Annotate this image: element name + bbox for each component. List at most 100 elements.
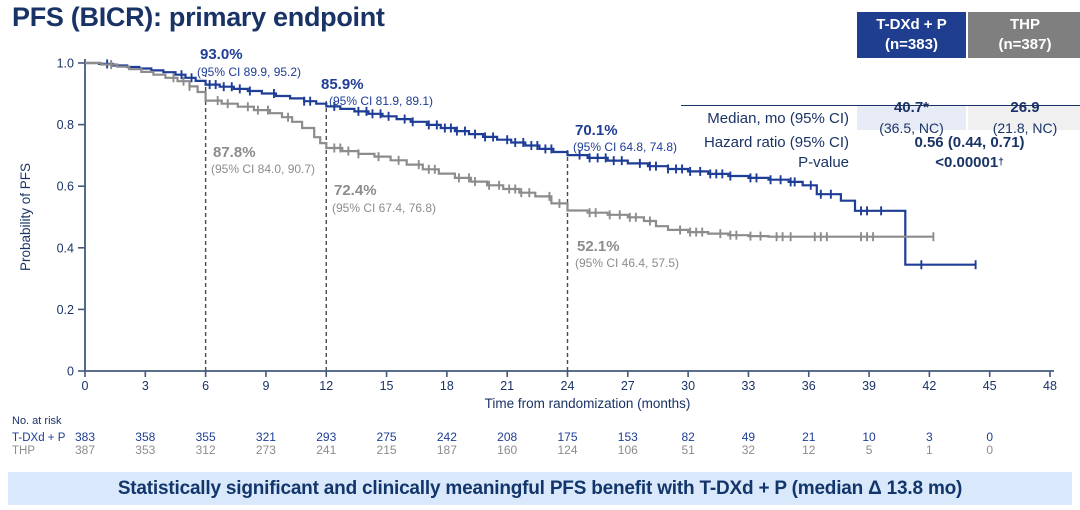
risk-count: 51 [681,443,695,457]
y-tick-label: 1.0 [57,57,74,71]
y-tick-label: 0.6 [57,180,74,194]
pvalue-value: <0.00001 † [857,154,1080,171]
risk-count: 5 [866,443,873,457]
x-tick-label: 48 [1043,379,1057,393]
pvalue-value-main: <0.00001 [935,154,999,171]
x-tick-label: 24 [561,379,575,393]
risk-count: 275 [377,430,397,444]
risk-count: 21 [802,430,816,444]
landmark-annotation-value: 93.0% [200,46,243,63]
pvalue-dagger: † [998,157,1004,168]
y-tick-label: 0.8 [57,118,74,132]
x-tick-label: 6 [202,379,209,393]
risk-count: 3 [926,430,933,444]
x-tick-label: 45 [983,379,997,393]
column-header-tdxd-name: T-DXd + P [876,16,947,33]
median-value-thp-ci: (21.8, NC) [992,120,1058,136]
x-tick-label: 33 [741,379,755,393]
page-title: PFS (BICR): primary endpoint [12,2,385,32]
risk-count: 321 [256,430,276,444]
x-tick-label: 15 [380,379,394,393]
hazard-ratio-label: Hazard ratio (95% CI) [703,133,849,151]
risk-count: 187 [437,443,457,457]
y-axis-title: Probability of PFS [18,163,33,271]
x-tick-label: 36 [802,379,816,393]
x-tick-label: 12 [319,379,333,393]
stats-corner-spacer [681,12,855,58]
risk-table-title: No. at risk [12,415,62,427]
x-tick-label: 30 [681,379,695,393]
median-value-tdxd-ci: (36.5, NC) [879,120,944,136]
risk-count: 82 [681,430,695,444]
landmark-annotation-ci: (95% CI 89.9, 95.2) [197,65,301,79]
risk-count: 383 [75,430,95,444]
conclusion-banner: Statistically significant and clinically… [8,472,1072,505]
x-tick-label: 18 [440,379,454,393]
x-axis-title: Time from randomization (months) [485,396,691,411]
median-value-tdxd: 40.7* (36.5, NC) [857,99,966,136]
risk-count: 208 [497,430,517,444]
risk-count: 293 [316,430,336,444]
x-tick-label: 3 [142,379,149,393]
landmark-annotation-value: 87.8% [213,144,256,161]
risk-row-name-thp: THP [12,445,35,457]
median-row-label: Median, mo (95% CI) [707,109,849,127]
hazard-ratio-value: 0.56 (0.44, 0.71) [914,133,1025,151]
landmark-annotation-ci: (95% CI 81.9, 89.1) [329,94,433,108]
risk-count: 215 [377,443,397,457]
column-header-thp-n: (n=387) [998,36,1052,53]
x-tick-label: 9 [262,379,269,393]
risk-count: 0 [986,430,993,444]
column-header-thp-name: THP [1010,16,1040,33]
risk-count: 175 [557,430,577,444]
risk-count: 49 [742,430,756,444]
landmark-annotation-value: 52.1% [577,238,620,255]
landmark-annotation-value: 72.4% [334,182,377,199]
risk-count: 32 [742,443,756,457]
stats-summary-table: T-DXd + P (n=383) THP (n=387) Median, mo… [681,12,1080,171]
risk-count: 358 [135,430,155,444]
risk-count: 12 [802,443,816,457]
y-tick-label: 0 [67,365,74,379]
stats-table-divider [681,105,1080,106]
landmark-annotation-value: 85.9% [321,76,364,93]
risk-count: 242 [437,430,457,444]
risk-count: 241 [316,443,336,457]
x-tick-label: 21 [500,379,514,393]
landmark-annotation-value: 70.1% [575,122,618,139]
km-curve-tdxd-p [85,61,976,266]
y-tick-label: 0.4 [57,241,74,255]
risk-count: 0 [986,443,993,457]
x-tick-label: 39 [862,379,876,393]
pvalue-label: P-value [798,154,849,171]
column-header-tdxd: T-DXd + P (n=383) [857,12,966,58]
risk-count: 387 [75,443,95,457]
risk-row-name-tdxd-p: T-DXd + P [12,432,66,444]
median-value-tdxd-main: 40.7* [893,99,930,116]
risk-count: 124 [557,443,577,457]
risk-count: 1 [926,443,933,457]
x-tick-label: 42 [922,379,936,393]
median-value-thp: 26.9 (21.8, NC) [968,99,1080,136]
risk-count: 355 [196,430,216,444]
conclusion-banner-text: Statistically significant and clinically… [117,477,963,499]
risk-count: 153 [618,430,638,444]
risk-count: 160 [497,443,517,457]
risk-count: 106 [618,443,638,457]
y-tick-label: 0.2 [57,303,74,317]
risk-count: 353 [135,443,155,457]
landmark-annotation-ci: (95% CI 64.8, 74.8) [573,140,677,154]
x-tick-label: 27 [621,379,635,393]
x-tick-label: 0 [82,379,89,393]
landmark-annotation-ci: (95% CI 46.4, 57.5) [575,256,679,270]
column-header-tdxd-n: (n=383) [885,36,938,53]
landmark-annotation-ci: (95% CI 84.0, 90.7) [211,162,315,176]
risk-count: 273 [256,443,276,457]
risk-count: 312 [196,443,216,457]
median-value-thp-main: 26.9 [1010,99,1040,116]
column-header-thp: THP (n=387) [968,12,1080,58]
risk-count: 10 [862,430,876,444]
landmark-annotation-ci: (95% CI 67.4, 76.8) [332,201,436,215]
